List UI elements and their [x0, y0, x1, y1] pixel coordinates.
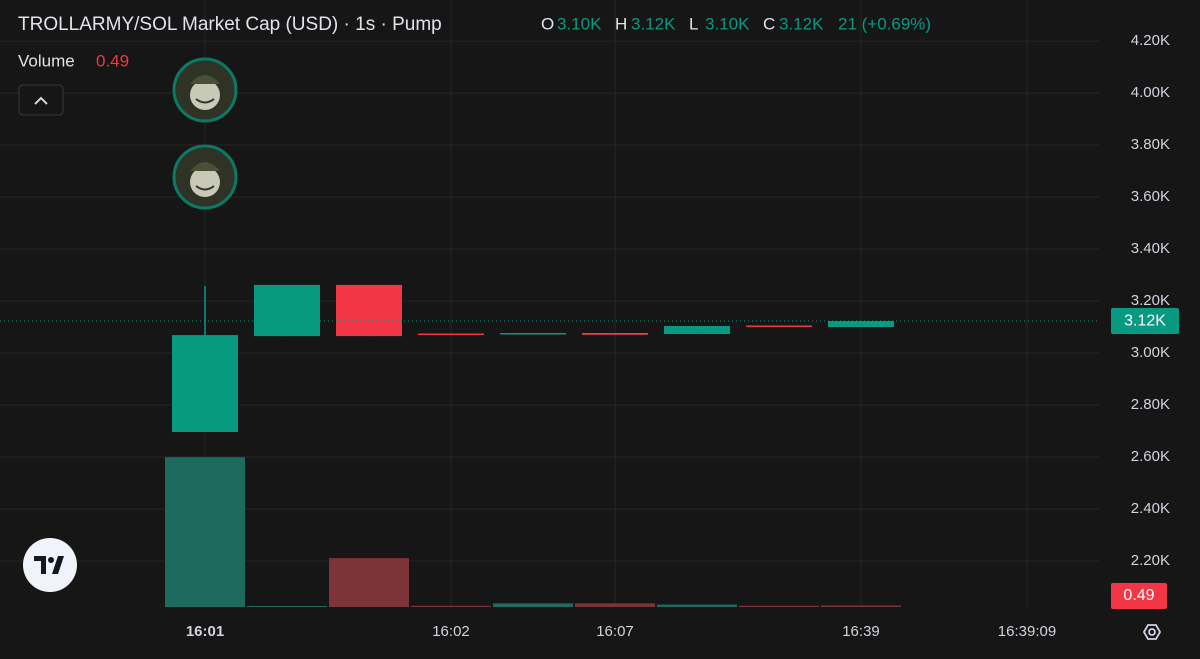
change-value: 21 (+0.69%) [838, 14, 931, 33]
last-price-label: 3.12K [1124, 312, 1166, 329]
tradingview-logo[interactable] [23, 538, 77, 592]
x-tick-label: 16:01 [186, 623, 224, 640]
y-tick-label: 3.00K [1131, 344, 1170, 361]
x-tick-label: 16:07 [596, 623, 634, 640]
y-tick-label: 3.80K [1131, 136, 1170, 153]
x-tick-label: 16:39:09 [998, 623, 1056, 640]
ohlc-key: L [689, 14, 698, 33]
y-tick-label: 4.00K [1131, 84, 1170, 101]
ohlc-value: 3.12K [779, 14, 824, 33]
candle-body [172, 335, 238, 433]
candle-body [418, 333, 484, 336]
volume-bar [165, 457, 245, 607]
volume-bar [821, 605, 901, 607]
y-tick-label: 2.60K [1131, 448, 1170, 465]
y-tick-label: 4.20K [1131, 32, 1170, 49]
candle-body [254, 284, 320, 337]
candle-body [828, 321, 894, 328]
y-tick-label: 3.40K [1131, 240, 1170, 257]
y-tick-label: 2.20K [1131, 552, 1170, 569]
candle-body [500, 333, 566, 335]
ohlc-key: C [763, 14, 775, 33]
volume-axis-label: 0.49 [1123, 587, 1154, 604]
ohlc-value: 3.12K [631, 14, 676, 33]
volume-value: 0.49 [96, 51, 129, 70]
volume-value-box [1111, 583, 1167, 609]
volume-bar [411, 605, 491, 607]
plot [165, 284, 901, 607]
y-tick-label: 3.60K [1131, 188, 1170, 205]
x-tick-label: 16:02 [432, 623, 470, 640]
settings-button[interactable] [1142, 624, 1162, 640]
y-tick-label: 2.80K [1131, 396, 1170, 413]
volume-bar [329, 558, 409, 607]
chart-title: TROLLARMY/SOL Market Cap (USD) · 1s · Pu… [18, 14, 442, 35]
volume-bar [247, 606, 327, 607]
candle-body [664, 325, 730, 335]
x-tick-label: 16:39 [842, 623, 880, 640]
ohlc-key: H [615, 14, 627, 33]
candle-body [336, 284, 402, 337]
last-price-box [1111, 308, 1179, 335]
collapse-button[interactable] [18, 84, 64, 116]
avatar-marker[interactable] [172, 144, 238, 210]
volume-title: Volume [18, 51, 75, 70]
candle-body [582, 333, 648, 335]
ohlc-value: 3.10K [557, 14, 602, 33]
y-tick-label: 2.40K [1131, 500, 1170, 517]
candle-body [746, 325, 812, 327]
volume-bar [739, 605, 819, 607]
volume-bar [493, 603, 573, 607]
volume-bar [657, 604, 737, 607]
avatar-marker[interactable] [172, 57, 238, 123]
y-tick-label: 3.20K [1131, 292, 1170, 309]
ohlc-value: 3.10K [705, 14, 750, 33]
ohlc-key: O [541, 14, 554, 33]
volume-bar [575, 603, 655, 607]
